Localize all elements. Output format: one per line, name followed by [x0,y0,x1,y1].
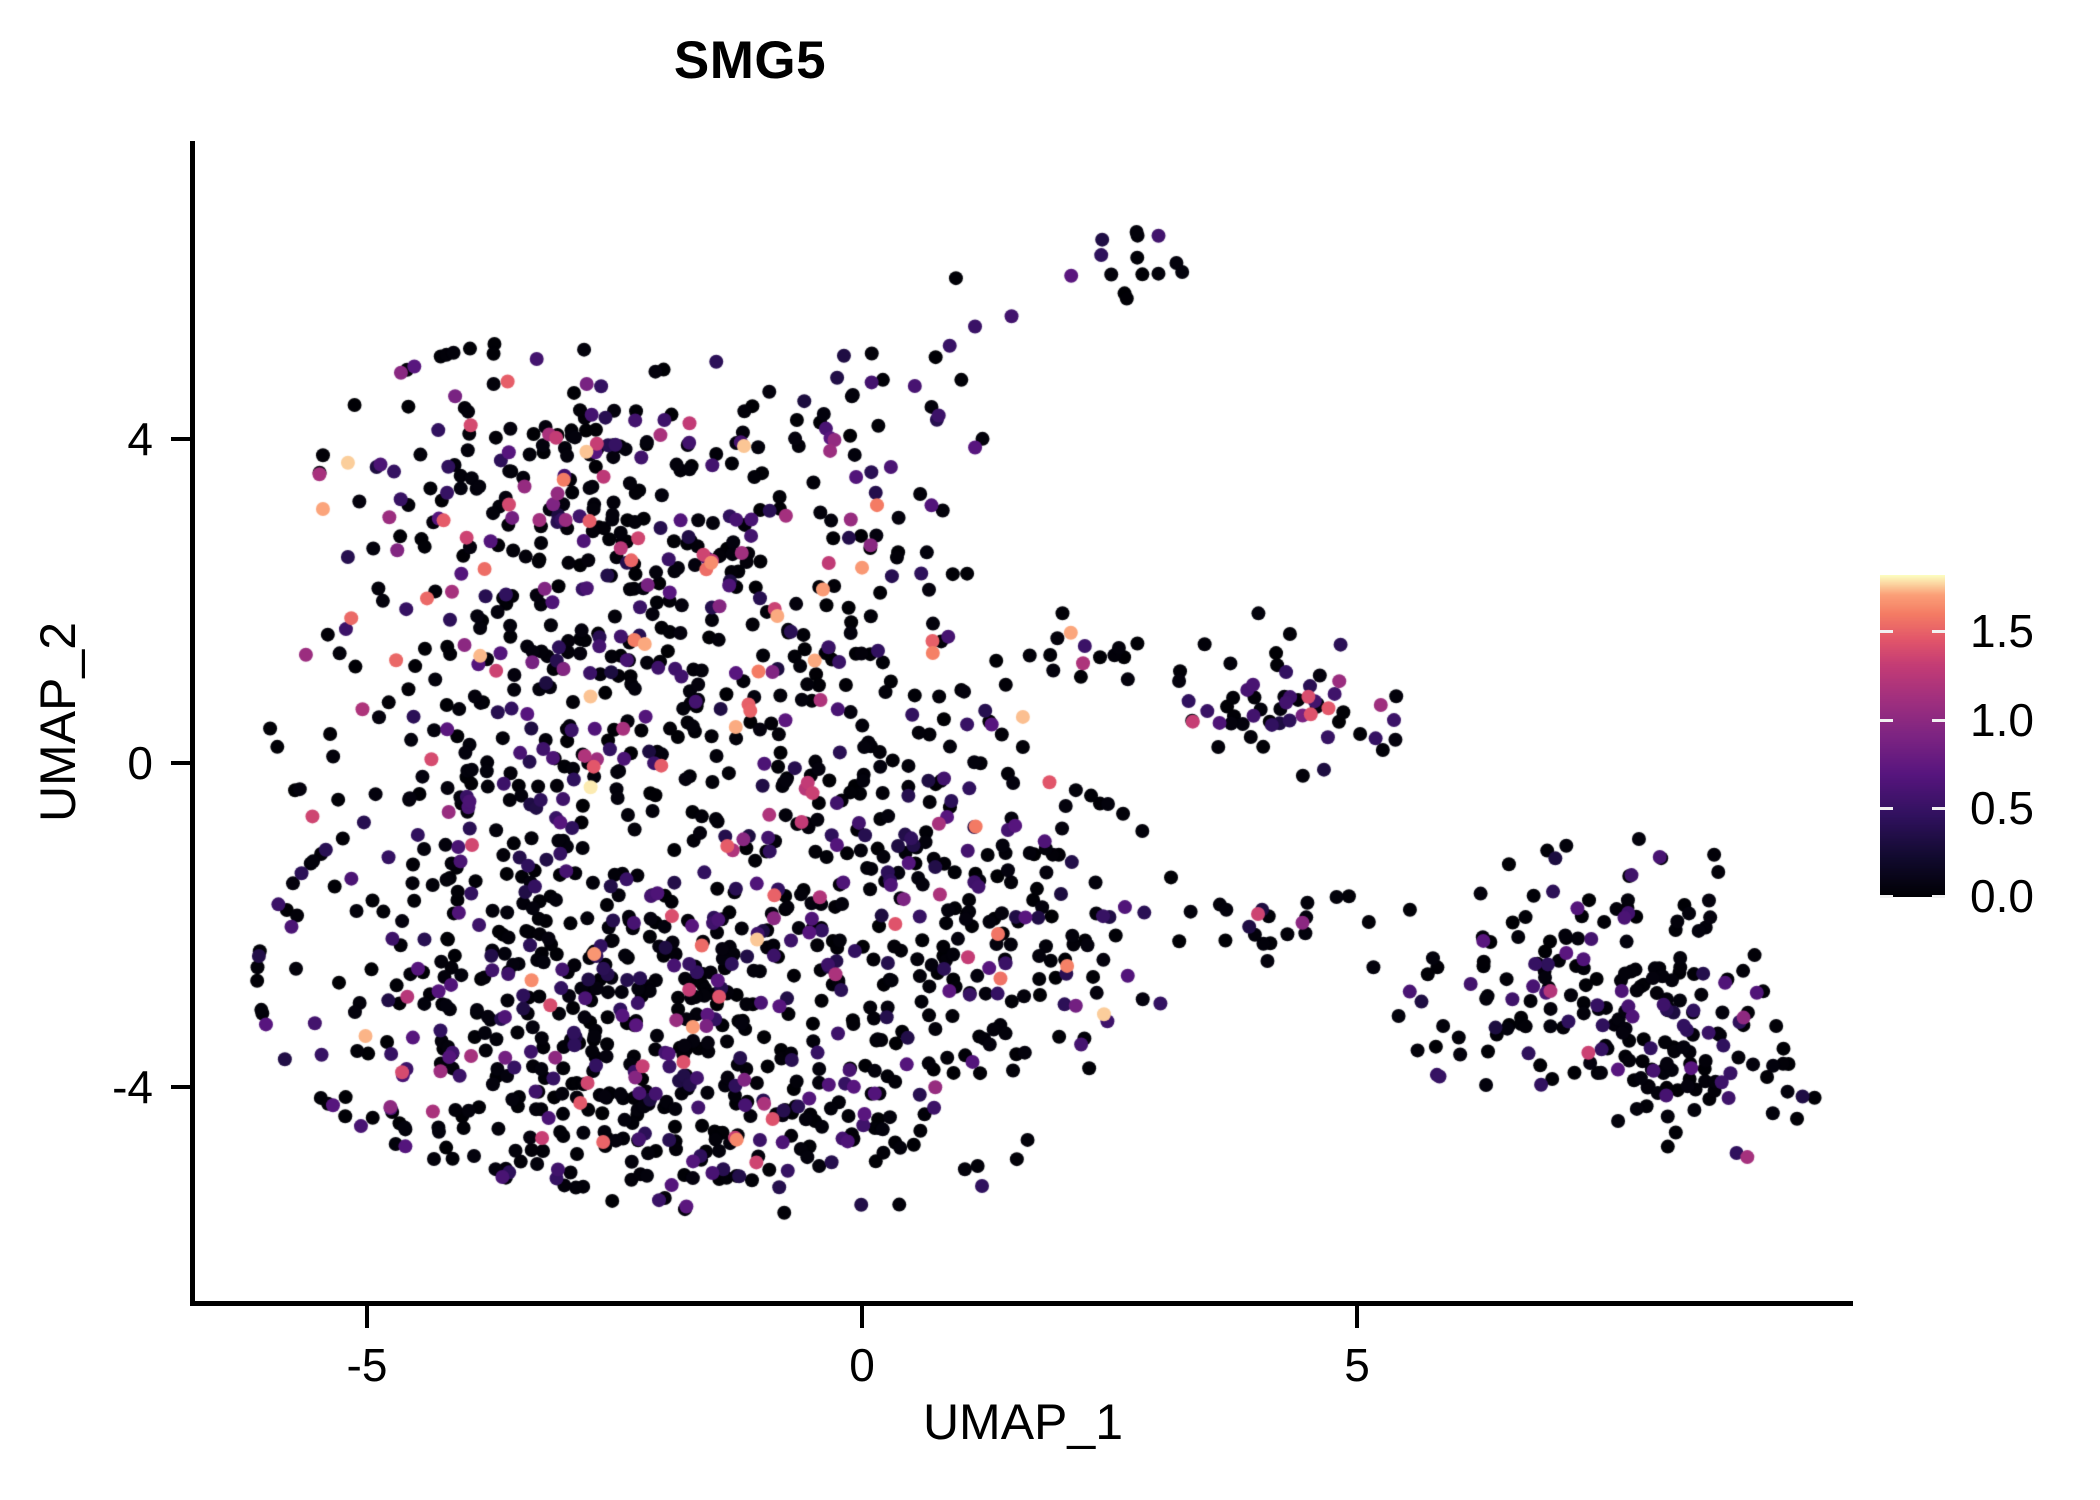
colorbar-tick-mark [1932,807,1945,810]
colorbar-tick-mark [1932,630,1945,633]
x-tick-mark [1355,1306,1359,1328]
colorbar-tick-mark [1880,895,1893,898]
colorbar-tick-mark [1880,807,1893,810]
colorbar-label: 1.5 [1970,605,2034,657]
colorbar-gradient [1880,575,1945,897]
colorbar-tick-mark [1932,895,1945,898]
colorbar-label: 1.0 [1970,694,2034,746]
colorbar-tick-mark [1880,719,1893,722]
plot-panel [193,141,1853,1303]
y-tick-mark [171,437,193,441]
x-tick-label: 0 [849,1339,875,1391]
y-tick-mark [171,761,193,765]
colorbar-label: 0.5 [1970,782,2034,834]
y-tick-mark [171,1085,193,1089]
y-tick-label: 0 [127,737,153,789]
x-tick-mark [365,1306,369,1328]
scatter-points-layer [193,141,1853,1303]
y-tick-label: 4 [127,413,153,465]
colorbar-legend: 0.0 0.5 1.0 1.5 [1880,575,2080,919]
y-tick-label: -4 [112,1061,153,1113]
page-title: SMG5 [673,31,827,90]
x-tick-mark [860,1306,864,1328]
y-axis-title: UMAP_2 [30,621,86,823]
colorbar-label: 0.0 [1970,870,2034,922]
colorbar-tick-mark [1932,719,1945,722]
x-tick-label: 5 [1344,1339,1370,1391]
colorbar-tick-mark [1880,630,1893,633]
x-tick-label: -5 [346,1339,388,1391]
x-axis-title: UMAP_1 [922,1394,1124,1450]
y-axis-line [190,141,195,1305]
x-axis-line [190,1301,1853,1306]
